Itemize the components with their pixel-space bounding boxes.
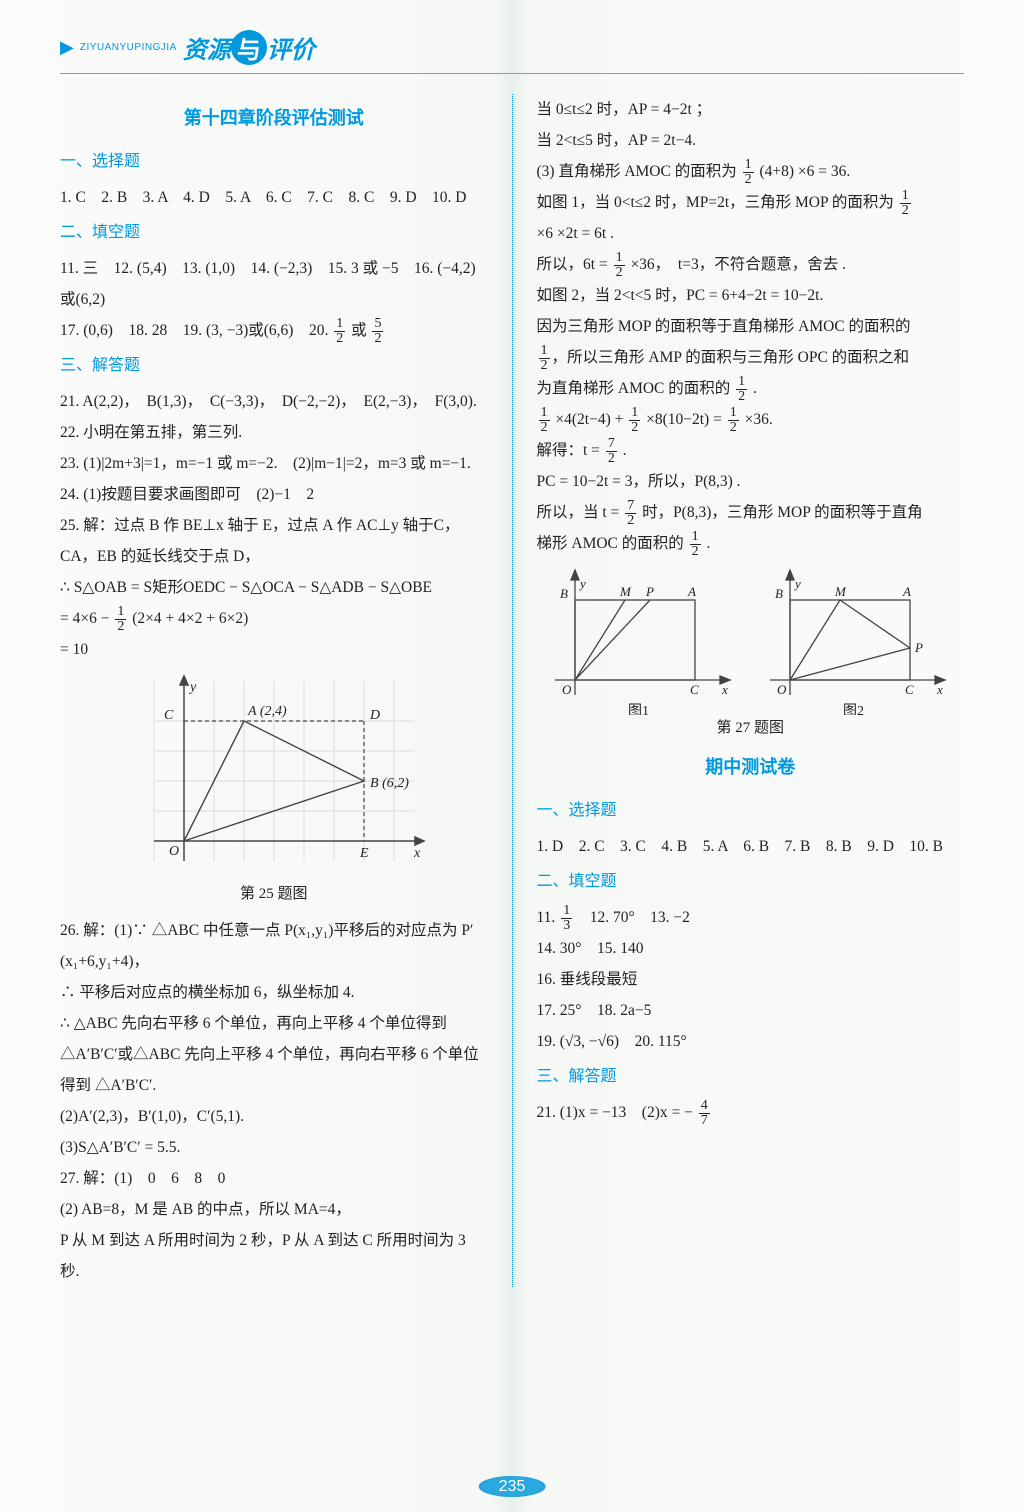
figure-25: y x O C A (2,4) D B (6,2) E 第 25 题图	[60, 671, 488, 909]
r9: 解得：t = 72 .	[537, 435, 965, 466]
svg-text:x: x	[936, 682, 943, 697]
q26c: ∴ △ABC 先向右平移 6 个单位，再向上平移 4 个单位得到 △A′B′C′…	[60, 1008, 488, 1101]
svg-text:P: P	[914, 640, 923, 655]
r4: 如图 1，当 0<t≤2 时，MP=2t，三角形 MOP 的面积为 12	[537, 187, 965, 218]
q25d: = 10	[60, 634, 488, 665]
svg-text:C: C	[164, 708, 174, 723]
svg-text:O: O	[562, 682, 572, 697]
header-arrow-icon: ▶	[60, 37, 74, 58]
m21: 21. (1)x = −13 (2)x = − 47	[537, 1097, 965, 1128]
q25b: ∴ S△OAB = S矩形OEDC − S△OCA − S△ADB − S△OB…	[60, 572, 488, 603]
m14: 14. 30° 15. 140	[537, 933, 965, 964]
r2: 当 2<t≤5 时，AP = 2t−4.	[537, 125, 965, 156]
svg-text:A (2,4): A (2,4)	[247, 704, 287, 719]
q27a: 27. 解：(1) 0 6 8 0	[60, 1163, 488, 1194]
mc-answers: 1. C 2. B 3. A 4. D 5. A 6. C 7. C 8. C …	[60, 182, 488, 213]
r8: 12 ×4(2t−4) + 12 ×8(10−2t) = 12 ×36.	[537, 404, 965, 435]
svg-text:图1: 图1	[628, 704, 649, 715]
r1: 当 0≤t≤2 时，AP = 4−2t ；	[537, 94, 965, 125]
svg-text:A: A	[902, 584, 911, 599]
mid-mc: 1. D 2. C 3. C 4. B 5. A 6. B 7. B 8. B …	[537, 831, 965, 862]
svg-text:O: O	[169, 844, 179, 859]
mid-sec-mc: 一、选择题	[537, 795, 965, 827]
q27c: P 从 M 到达 A 所用时间为 2 秒，P 从 A 到达 C 所用时间为 3 …	[60, 1225, 488, 1287]
fig25-caption: 第 25 题图	[60, 879, 488, 909]
fb-17-20: 17. (0,6) 18. 28 19. (3, −3)或(6,6) 20. 1…	[60, 315, 488, 346]
page-header: ▶ ZIYUANYUPINGJIA 资源与评价	[60, 30, 964, 65]
svg-text:C: C	[905, 682, 914, 697]
svg-text:B: B	[775, 586, 783, 601]
svg-text:E: E	[359, 846, 369, 861]
r11c: 梯形 AMOC 的面积的 12 .	[537, 528, 965, 559]
two-column-layout: 第十四章阶段评估测试 一、选择题 1. C 2. B 3. A 4. D 5. …	[60, 94, 964, 1287]
m17: 17. 25° 18. 2a−5	[537, 995, 965, 1026]
r7b: 12，所以三角形 AMP 的面积与三角形 OPC 的面积之和	[537, 342, 965, 373]
right-column: 当 0≤t≤2 时，AP = 4−2t ； 当 2<t≤5 时，AP = 2t−…	[517, 94, 965, 1287]
m19: 19. (√3, −√6) 20. 115°	[537, 1026, 965, 1057]
header-rule	[60, 73, 964, 74]
r10: PC = 10−2t = 3，所以，P(8,3) .	[537, 466, 965, 497]
m11: 11. 13 12. 70° 13. −2	[537, 902, 965, 933]
left-column: 第十四章阶段评估测试 一、选择题 1. C 2. B 3. A 4. D 5. …	[60, 94, 508, 1287]
fig27-caption: 第 27 题图	[537, 713, 965, 743]
svg-text:x: x	[413, 846, 421, 861]
svg-text:B: B	[560, 586, 568, 601]
svg-text:B (6,2): B (6,2)	[370, 776, 409, 791]
section-fb: 二、填空题	[60, 217, 488, 249]
svg-text:x: x	[721, 682, 728, 697]
r7: 因为三角形 MOP 的面积等于直角梯形 AMOC 的面积的	[537, 311, 965, 342]
svg-text:O: O	[777, 682, 787, 697]
q23: 23. (1)|2m+3|=1，m=−1 或 m=−2. (2)|m−1|=2，…	[60, 448, 488, 479]
q26a: 26. 解：(1)∵ △ABC 中任意一点 P(x₁,y₁)平移后的对应点为 P…	[60, 915, 488, 977]
r11: 所以，当 t = 72 时，P(8,3)，三角形 MOP 的面积等于直角	[537, 497, 965, 528]
q21: 21. A(2,2)， B(1,3)， C(−3,3)， D(−2,−2)， E…	[60, 386, 488, 417]
svg-text:C: C	[690, 682, 699, 697]
svg-text:y: y	[578, 576, 586, 591]
m16: 16. 垂线段最短	[537, 964, 965, 995]
column-divider	[512, 94, 513, 1287]
svg-text:y: y	[188, 680, 197, 695]
r6: 如图 2，当 2<t<5 时，PC = 6+4−2t = 10−2t.	[537, 280, 965, 311]
svg-text:A: A	[687, 584, 696, 599]
svg-text:y: y	[793, 576, 801, 591]
q22: 22. 小明在第五排，第三列.	[60, 417, 488, 448]
svg-text:M: M	[619, 584, 632, 599]
page-number-oval: 235	[479, 1476, 546, 1497]
q26d: (2)A′(2,3)，B′(1,0)，C′(5,1).	[60, 1101, 488, 1132]
r7c: 为直角梯形 AMOC 的面积的 12 .	[537, 373, 965, 404]
r4b: ×6 ×2t = 6t .	[537, 218, 965, 249]
header-pinyin: ZIYUANYUPINGJIA	[80, 42, 177, 53]
q26e: (3)S△A′B′C′ = 5.5.	[60, 1132, 488, 1163]
r5: 所以，6t = 12 ×36， t=3，不符合题意，舍去 .	[537, 249, 965, 280]
q25c: = 4×6 − 12 (2×4 + 4×2 + 6×2)	[60, 603, 488, 634]
svg-text:P: P	[645, 584, 654, 599]
chapter-title: 第十四章阶段评估测试	[60, 100, 488, 136]
r3: (3) 直角梯形 AMOC 的面积为 12 (4+8) ×6 = 36.	[537, 156, 965, 187]
mid-sec-solve: 三、解答题	[537, 1061, 965, 1093]
svg-text:图2: 图2	[843, 704, 864, 715]
q24: 24. (1)按题目要求画图即可 (2)−1 2	[60, 479, 488, 510]
svg-text:M: M	[834, 584, 847, 599]
svg-text:D: D	[369, 708, 380, 723]
q26b: ∴ 平移后对应点的横坐标加 6，纵坐标加 4.	[60, 977, 488, 1008]
section-solve: 三、解答题	[60, 350, 488, 382]
q27b: (2) AB=8，M 是 AB 的中点，所以 MA=4，	[60, 1194, 488, 1225]
header-title: 资源与评价	[183, 30, 315, 65]
section-mc: 一、选择题	[60, 146, 488, 178]
fb-11-16: 11. 三 12. (5,4) 13. (1,0) 14. (−2,3) 15.…	[60, 253, 488, 315]
q25a: 25. 解：过点 B 作 BE⊥x 轴于 E，过点 A 作 AC⊥y 轴于C，C…	[60, 510, 488, 572]
mid-sec-fb: 二、填空题	[537, 866, 965, 898]
page-number: 235	[479, 1478, 546, 1496]
mid-test-title: 期中测试卷	[537, 749, 965, 785]
figure-27: y x B M P A O C 图1	[537, 565, 965, 743]
